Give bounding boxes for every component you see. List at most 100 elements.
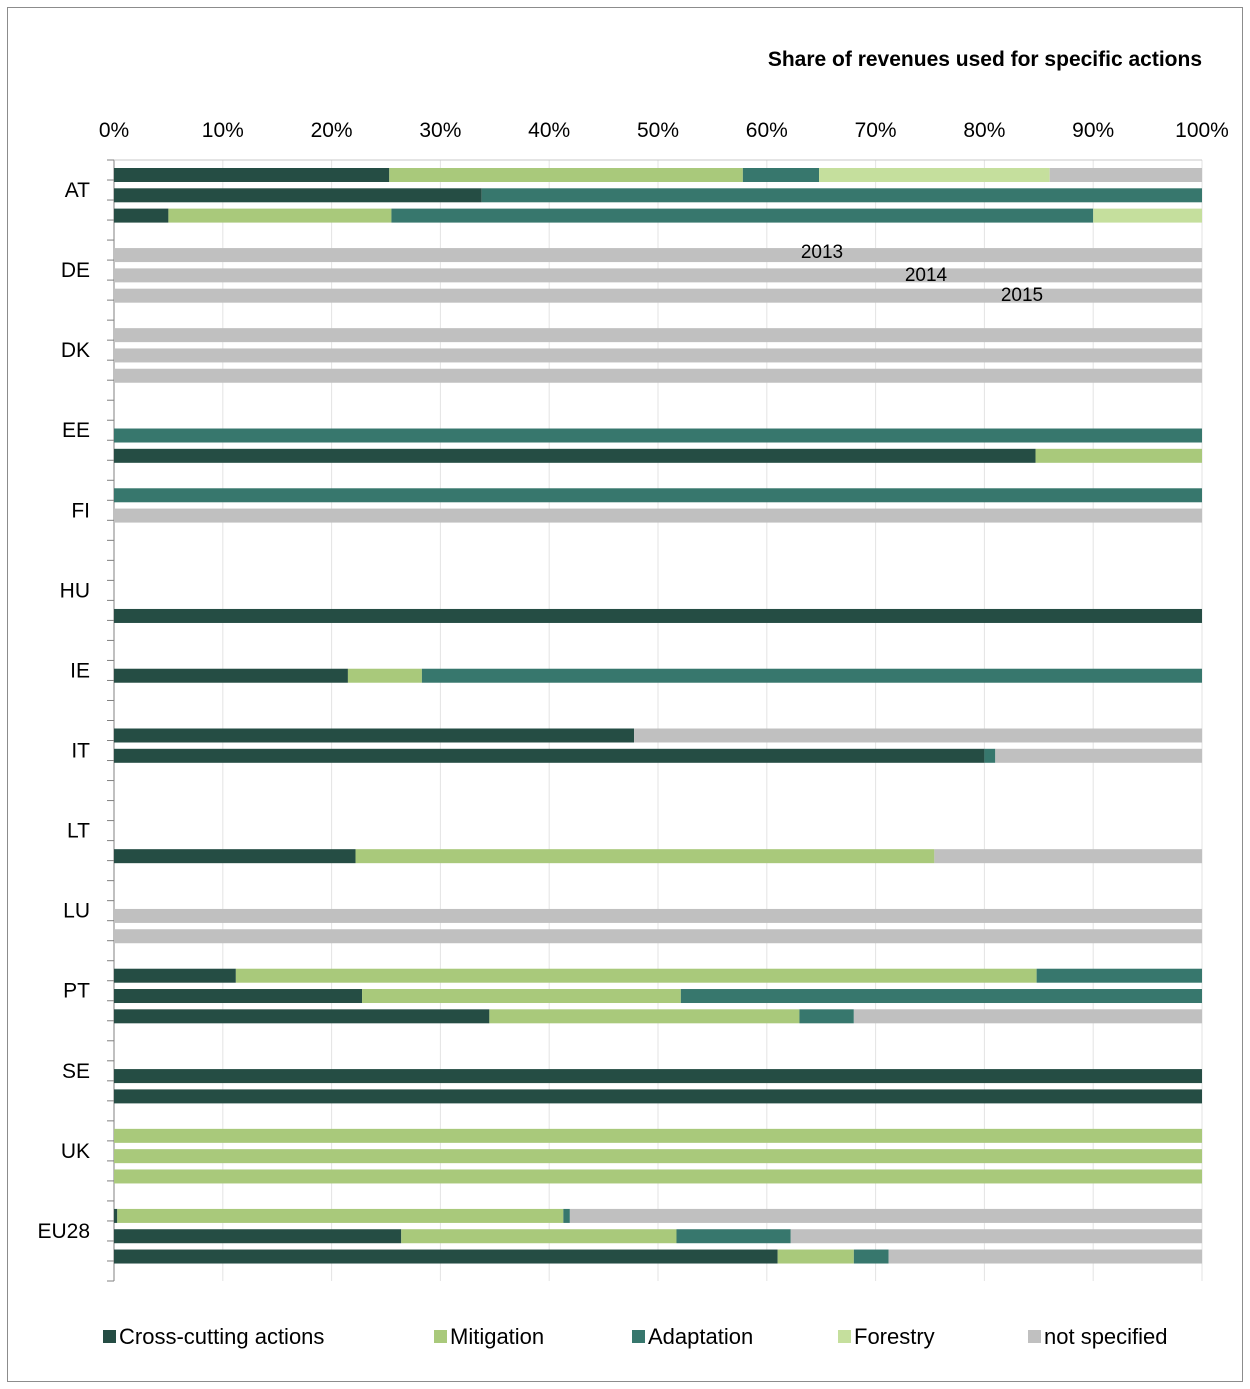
bar-pt-2013-adaptation <box>1036 968 1202 983</box>
bar-pt-2014-adaptation <box>680 989 1202 1004</box>
bar-eu28-2014-not-specified <box>790 1229 1202 1244</box>
legend-label-not-specified: not specified <box>1044 1324 1168 1349</box>
bar-fi-2014-not-specified <box>114 508 1202 523</box>
bar-eu28-2013-mitigation <box>117 1208 564 1223</box>
x-tick-label: 30% <box>419 119 461 142</box>
bar-hu-2015-cross-cutting-actions <box>114 608 1202 623</box>
country-label-hu: HU <box>60 579 90 602</box>
bar-at-2013-not-specified <box>1049 168 1202 182</box>
country-label-it: IT <box>71 740 90 763</box>
bar-it-2014-cross-cutting-actions <box>114 748 985 763</box>
bar-at-2014-cross-cutting-actions <box>114 188 482 203</box>
bar-lu-2014-not-specified <box>114 908 1202 923</box>
bar-at-2015-adaptation <box>391 208 1094 223</box>
x-tick-label: 70% <box>855 119 897 142</box>
bar-lt-2015-cross-cutting-actions <box>114 849 356 864</box>
bar-pt-2015-mitigation <box>489 1009 800 1024</box>
bar-at-2015-mitigation <box>168 208 392 223</box>
bars <box>114 168 1202 1264</box>
bar-eu28-2013-adaptation <box>563 1208 570 1223</box>
bar-de-2015-not-specified <box>114 288 1202 303</box>
x-tick-label: 0% <box>99 119 129 142</box>
bar-dk-2013-not-specified <box>114 328 1202 343</box>
x-axis: 0% 10% 20% 30% 40% 50% 60% 70% 80% 90% 100% <box>99 119 1229 142</box>
country-label-de: DE <box>61 259 90 282</box>
legend-swatch-cross-cutting-actions <box>103 1330 116 1343</box>
bar-lt-2015-mitigation <box>355 849 935 864</box>
year-labels: 2013 2014 2015 <box>801 242 1043 306</box>
bar-at-2014-adaptation <box>481 188 1202 203</box>
bar-pt-2014-cross-cutting-actions <box>114 989 363 1004</box>
country-label-ee: EE <box>62 419 90 442</box>
bar-ee-2014-adaptation <box>114 428 1202 443</box>
bar-eu28-2013-not-specified <box>569 1208 1202 1223</box>
bar-at-2013-adaptation <box>742 168 820 182</box>
country-label-lt: LT <box>67 820 90 843</box>
bar-pt-2014-mitigation <box>362 989 681 1004</box>
x-tick-label: 60% <box>746 119 788 142</box>
bar-uk-2014-mitigation <box>114 1149 1202 1164</box>
bar-it-2014-adaptation <box>984 748 996 763</box>
bar-eu28-2015-adaptation <box>853 1249 889 1264</box>
legend-label-mitigation: Mitigation <box>450 1324 544 1349</box>
bar-lt-2015-not-specified <box>934 849 1202 864</box>
bar-ie-2014-cross-cutting-actions <box>114 668 348 683</box>
country-label-dk: DK <box>61 339 90 362</box>
bar-eu28-2014-adaptation <box>676 1229 791 1244</box>
bar-ee-2015-cross-cutting-actions <box>114 448 1036 463</box>
bar-at-2015-cross-cutting-actions <box>114 208 169 223</box>
bar-ee-2015-mitigation <box>1035 448 1202 463</box>
bar-uk-2015-mitigation <box>114 1169 1202 1184</box>
country-label-ie: IE <box>70 659 90 682</box>
bar-se-2014-cross-cutting-actions <box>114 1069 1202 1084</box>
legend-swatch-not-specified <box>1028 1330 1041 1343</box>
bar-eu28-2014-cross-cutting-actions <box>114 1229 402 1244</box>
bar-dk-2015-not-specified <box>114 368 1202 383</box>
bar-at-2013-forestry <box>819 168 1050 182</box>
x-tick-label: 50% <box>637 119 679 142</box>
bar-de-2013-not-specified <box>114 248 1202 263</box>
bar-pt-2013-cross-cutting-actions <box>114 968 236 983</box>
bar-at-2013-mitigation <box>389 168 743 182</box>
bar-de-2014-not-specified <box>114 268 1202 283</box>
bar-pt-2015-adaptation <box>799 1009 854 1024</box>
bar-ie-2014-mitigation <box>347 668 422 683</box>
legend-swatch-mitigation <box>434 1330 447 1343</box>
bar-fi-2013-adaptation <box>114 488 1202 503</box>
bar-at-2015-forestry <box>1093 208 1202 223</box>
x-tick-label: 10% <box>202 119 244 142</box>
country-label-lu: LU <box>63 900 90 923</box>
country-label-at: AT <box>65 179 90 202</box>
legend: Cross-cutting actions Mitigation Adaptatio… <box>103 1324 1168 1349</box>
country-label-uk: UK <box>61 1140 90 1163</box>
x-tick-label: 40% <box>528 119 570 142</box>
bar-se-2015-cross-cutting-actions <box>114 1089 1202 1104</box>
legend-label-forestry: Forestry <box>854 1324 935 1349</box>
year-label-2013: 2013 <box>801 242 843 263</box>
country-label-fi: FI <box>71 499 90 522</box>
bar-lu-2015-not-specified <box>114 929 1202 944</box>
year-label-2015: 2015 <box>1001 285 1043 306</box>
y-axis: AT DE DK EE FI HU IE IT LT LU PT SE UK EU28 <box>37 159 1202 1282</box>
bar-eu28-2014-mitigation <box>401 1229 677 1244</box>
legend-swatch-adaptation <box>632 1330 645 1343</box>
bar-it-2014-not-specified <box>995 748 1202 763</box>
x-tick-label: 90% <box>1072 119 1114 142</box>
bar-pt-2015-not-specified <box>853 1009 1202 1024</box>
bar-eu28-2015-cross-cutting-actions <box>114 1249 778 1264</box>
bar-uk-2013-mitigation <box>114 1128 1202 1143</box>
bar-eu28-2015-mitigation <box>777 1249 854 1264</box>
bar-eu28-2015-not-specified <box>888 1249 1202 1264</box>
country-label-eu28: EU28 <box>37 1220 90 1243</box>
x-tick-label: 80% <box>963 119 1005 142</box>
bar-it-2013-not-specified <box>634 728 1202 743</box>
year-label-2014: 2014 <box>905 265 948 286</box>
bar-pt-2013-mitigation <box>235 968 1037 983</box>
bar-it-2013-cross-cutting-actions <box>114 728 635 743</box>
bar-ie-2014-adaptation <box>421 668 1202 683</box>
bar-eu28-2013-cross-cutting-actions <box>114 1208 118 1223</box>
x-tick-label: 100% <box>1175 119 1229 142</box>
country-label-se: SE <box>62 1060 90 1083</box>
legend-label-cross-cutting-actions: Cross-cutting actions <box>119 1324 324 1349</box>
